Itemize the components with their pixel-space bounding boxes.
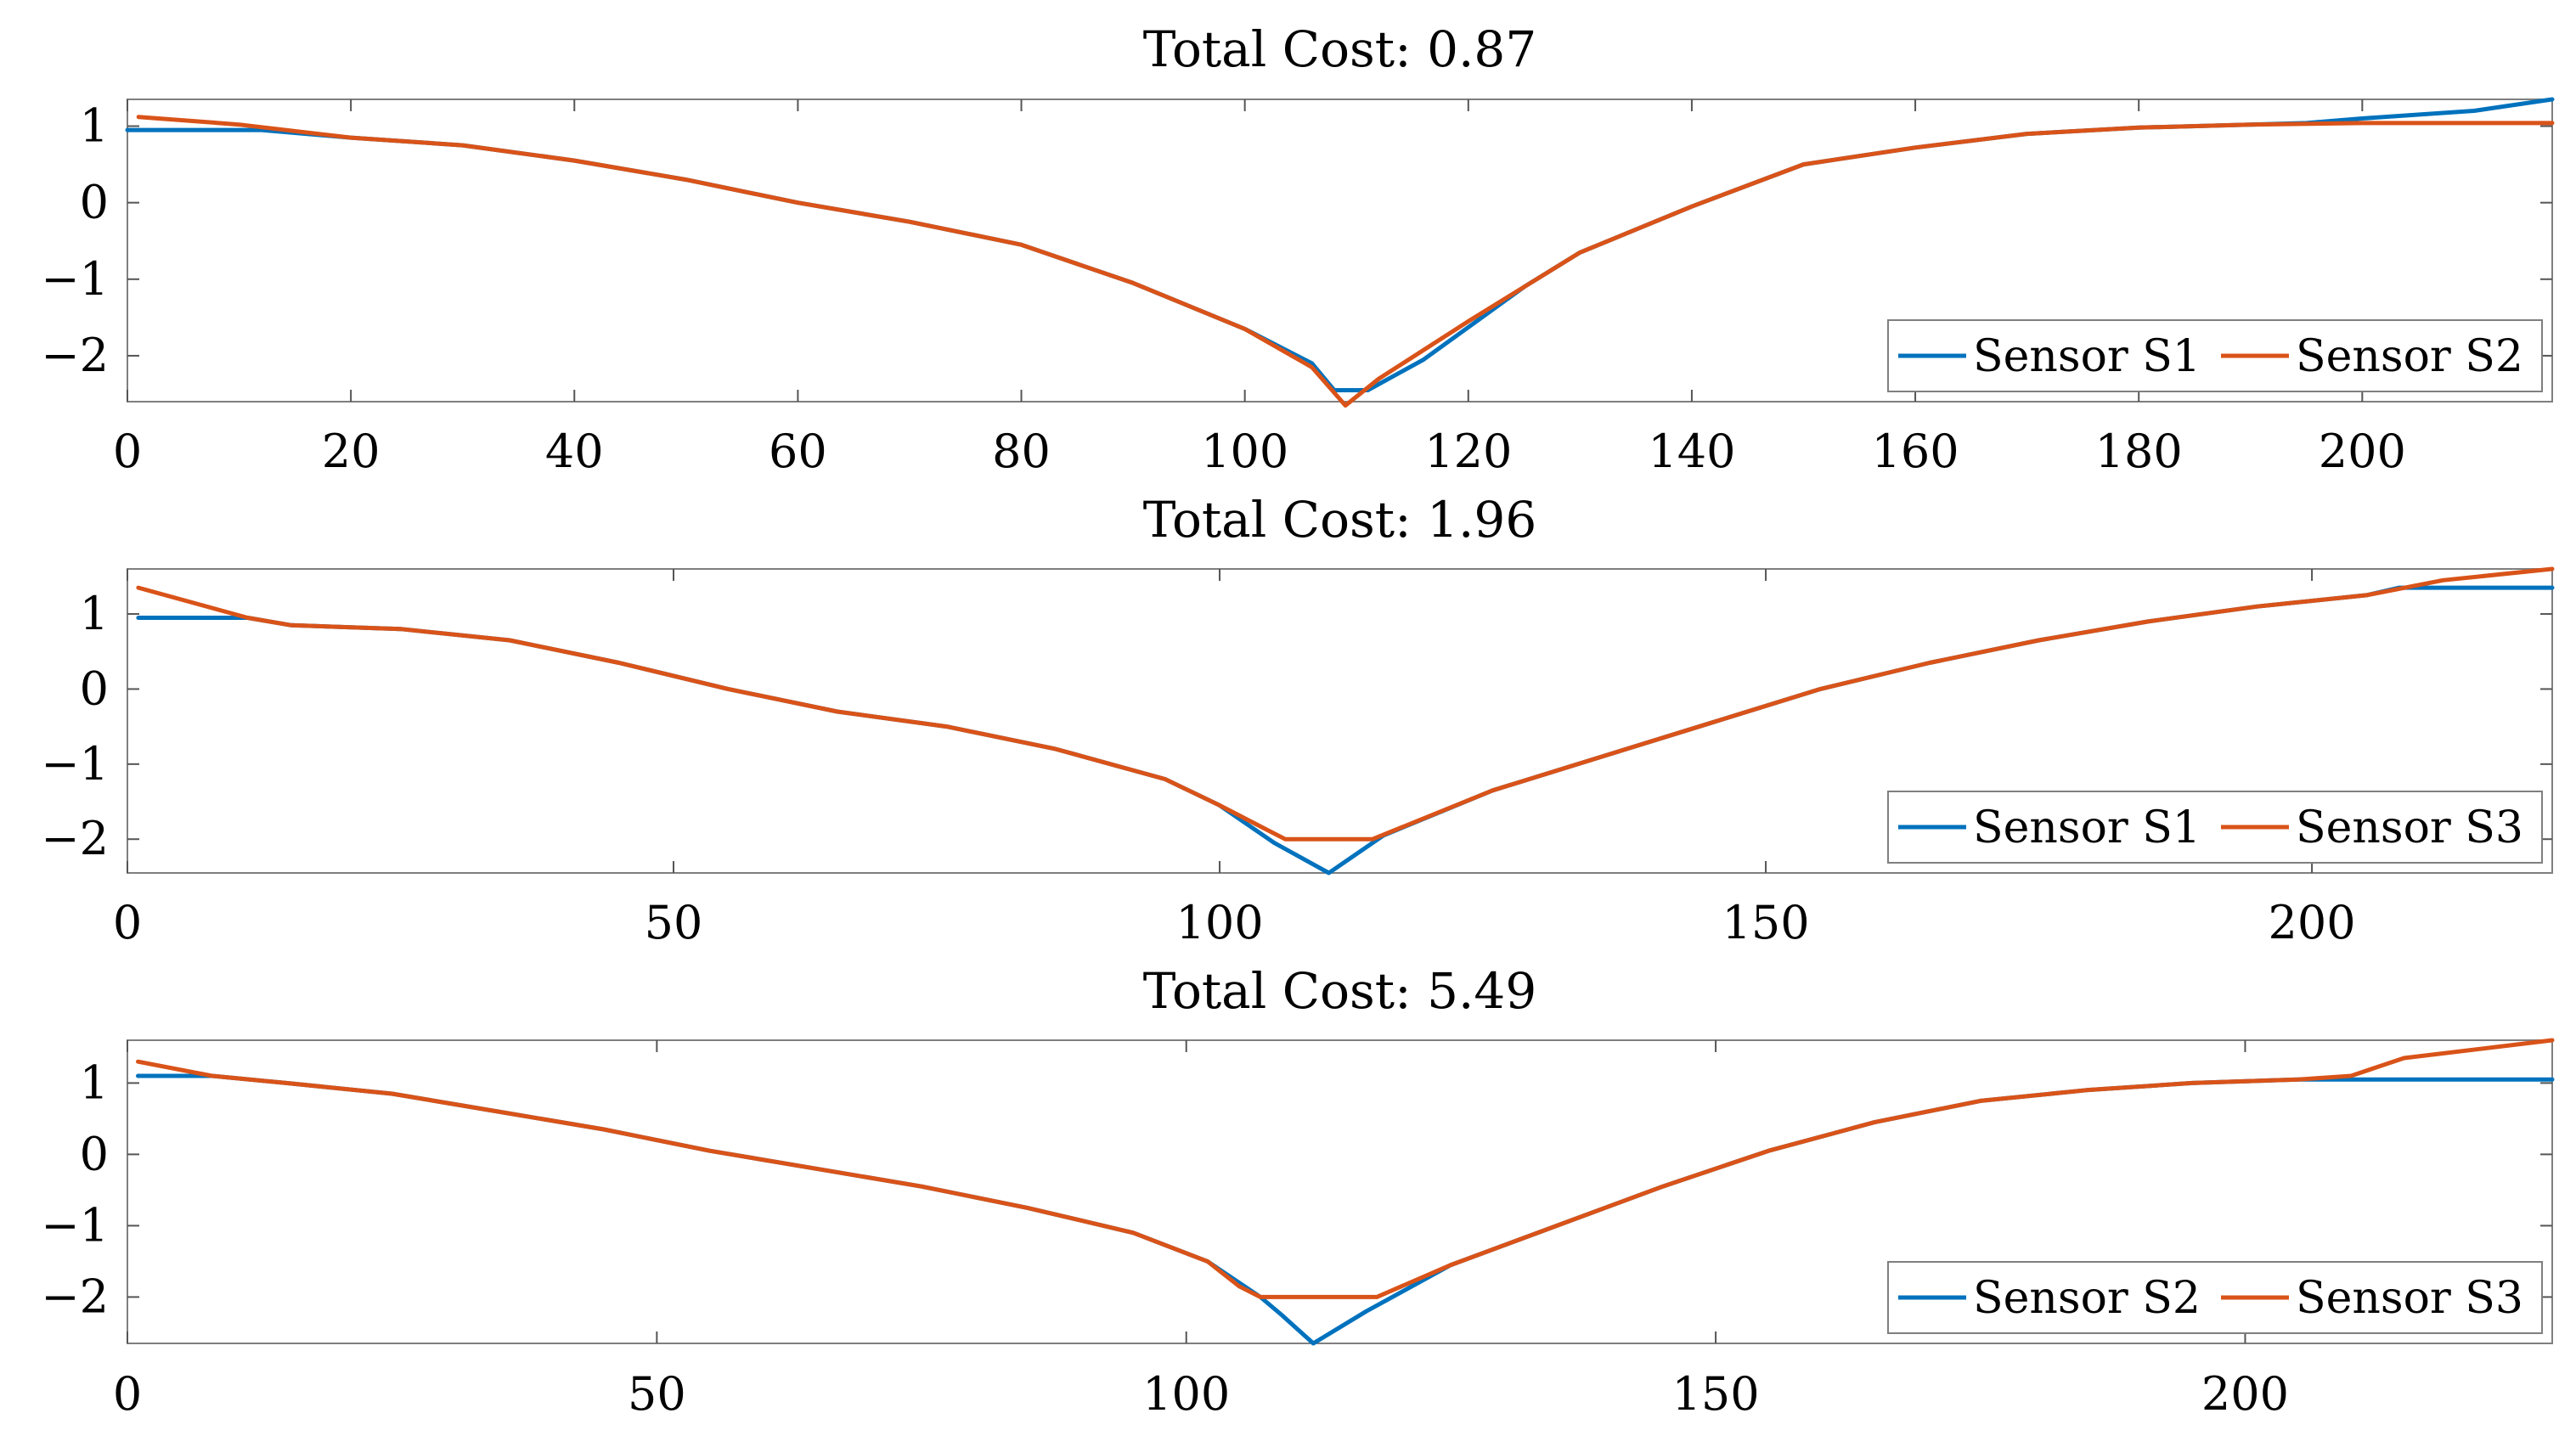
chart-panel-2: Total Cost: 1.96 0 50 100 150 200 1 0 −1 −2 Sensor…: [41, 491, 2555, 949]
chart-title: Total Cost: 5.49: [1143, 962, 1536, 1020]
chart-panel-3: Total Cost: 5.49 0 50 100 150 200 1 0 −1 −2 Sensor…: [41, 962, 2555, 1421]
series-line-sensor-s3: [136, 1038, 2555, 1299]
y-tick-label: 1: [80, 99, 109, 153]
y-tick-label: 1: [80, 1056, 109, 1109]
x-tick-label: 80: [992, 425, 1051, 478]
legend: Sensor S2 Sensor S3: [1887, 1261, 2543, 1334]
series-line-sensor-s3: [136, 566, 2555, 842]
x-tick-label: 140: [1648, 425, 1735, 478]
legend-label: Sensor S2: [2296, 331, 2523, 382]
y-tick-label: −1: [41, 737, 109, 791]
legend-box: [1887, 319, 2543, 392]
x-tick-label: 60: [769, 425, 827, 478]
y-tick-label: −1: [41, 1198, 109, 1252]
x-tick-label: 20: [322, 425, 380, 478]
axes-frame: [127, 568, 2553, 874]
legend-label: Sensor S3: [2296, 802, 2523, 853]
chart-panel-1: Total Cost: 0.87 0 20 40 60 80 100 120 140 160 180…: [41, 20, 2555, 478]
legend-label: Sensor S1: [1973, 802, 2201, 853]
legend: Sensor S1 Sensor S3: [1887, 791, 2543, 864]
axes-frame: [127, 1039, 2553, 1344]
y-tick-label: 0: [80, 662, 109, 715]
x-tick-label: 180: [2095, 425, 2183, 478]
y-tick-label: 0: [80, 176, 109, 229]
x-tick-label: 50: [645, 896, 703, 949]
y-tick-label: −2: [41, 329, 109, 382]
legend-label: Sensor S1: [1973, 331, 2201, 382]
chart-title: Total Cost: 0.87: [1143, 20, 1536, 78]
x-tick-label: 150: [1672, 1367, 1760, 1421]
x-tick-label: 0: [113, 425, 142, 478]
y-tick-label: 1: [80, 587, 109, 640]
x-tick-label: 100: [1175, 896, 1263, 949]
x-tick-label: 160: [1872, 425, 1959, 478]
legend-label: Sensor S2: [1973, 1273, 2201, 1324]
x-tick-label: 200: [2319, 425, 2406, 478]
legend-box: [1887, 791, 2543, 864]
x-tick-label: 0: [113, 1367, 142, 1421]
legend-label: Sensor S3: [2296, 1273, 2523, 1324]
y-tick-label: 0: [80, 1127, 109, 1180]
chart-title: Total Cost: 1.96: [1143, 491, 1536, 549]
x-tick-label: 150: [1722, 896, 1810, 949]
y-tick-label: −2: [41, 812, 109, 865]
x-tick-label: 120: [1424, 425, 1512, 478]
x-tick-label: 50: [628, 1367, 686, 1421]
legend-box: [1887, 1261, 2543, 1334]
y-tick-label: −1: [41, 252, 109, 306]
x-tick-label: 200: [2269, 896, 2356, 949]
y-tick-label: −2: [41, 1270, 109, 1323]
x-tick-label: 200: [2201, 1367, 2289, 1421]
x-tick-label: 100: [1142, 1367, 1230, 1421]
legend: Sensor S1 Sensor S2: [1887, 319, 2543, 392]
x-tick-label: 40: [545, 425, 604, 478]
x-tick-label: 0: [113, 896, 142, 949]
series-line-sensor-s2: [136, 115, 2555, 408]
x-tick-label: 100: [1201, 425, 1288, 478]
